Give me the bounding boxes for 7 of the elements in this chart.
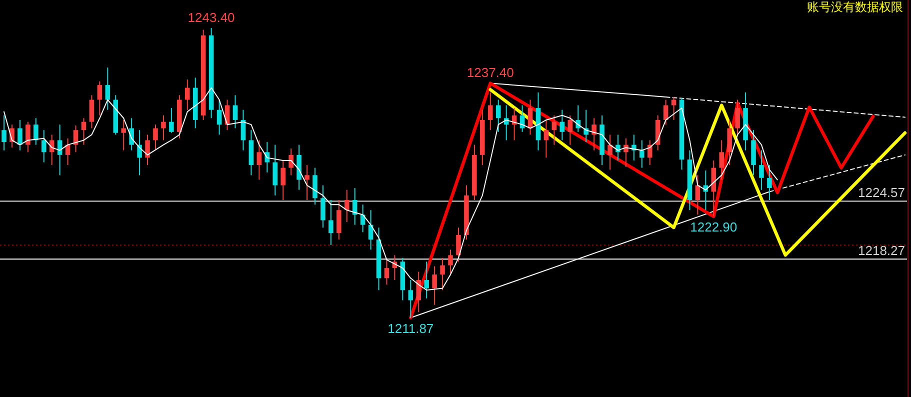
ref-line-label: 1224.57 (858, 185, 905, 200)
ref-line-label: 1218.27 (858, 243, 905, 258)
annotation: 1222.90 (690, 220, 738, 235)
text: 账号没有数据权限 (807, 0, 903, 14)
annotation: 1211.87 (388, 321, 434, 336)
annotation: 1237.40 (466, 65, 514, 80)
annotation: 1243.40 (188, 10, 235, 25)
